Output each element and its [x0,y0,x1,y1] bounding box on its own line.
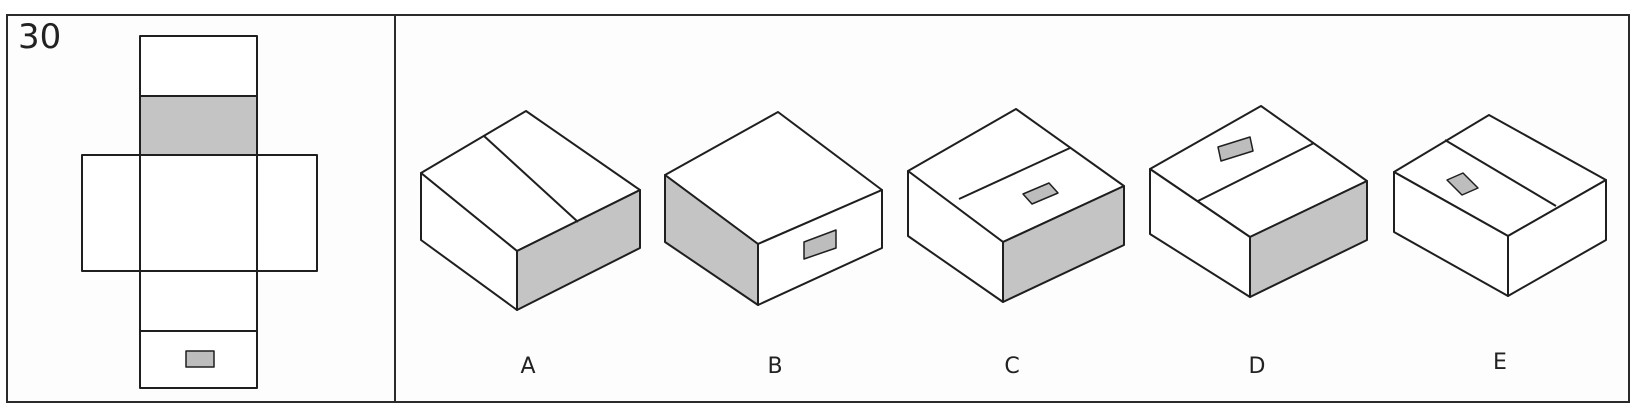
option-c-window-marker [1022,182,1059,205]
net-left-face [81,154,141,272]
option-c-right-face [1002,185,1125,303]
option-a-right-face [516,189,641,311]
net-window-marker [185,350,215,368]
option-e-window-marker [1446,172,1479,196]
box-net [81,35,318,389]
option-b-window-marker [803,229,837,260]
option-c-fold-line [958,147,1071,200]
net-right-face [256,154,318,272]
option-a-fold-line [483,135,579,223]
option-e-fold-line [1444,139,1557,207]
option-a-box [420,110,641,311]
option-d-window-marker [1217,136,1254,162]
option-label-d[interactable]: D [1248,354,1266,379]
option-e-box [1393,114,1607,297]
option-e-right-face [1507,179,1607,297]
option-c-box [907,108,1125,303]
net-lower-face [139,270,258,332]
option-d-right-face [1249,180,1368,298]
question-number: 30 [18,17,62,57]
option-d-fold-line [1197,142,1315,202]
option-label-e[interactable]: E [1493,350,1507,375]
net-shaded-face [139,95,258,156]
option-b-box [664,111,883,306]
net-top-flap [139,35,258,97]
option-label-b[interactable]: B [767,354,783,379]
option-d-box [1149,105,1368,298]
option-label-a[interactable]: A [520,354,536,379]
net-center-face [139,154,258,272]
option-label-c[interactable]: C [1004,354,1020,379]
